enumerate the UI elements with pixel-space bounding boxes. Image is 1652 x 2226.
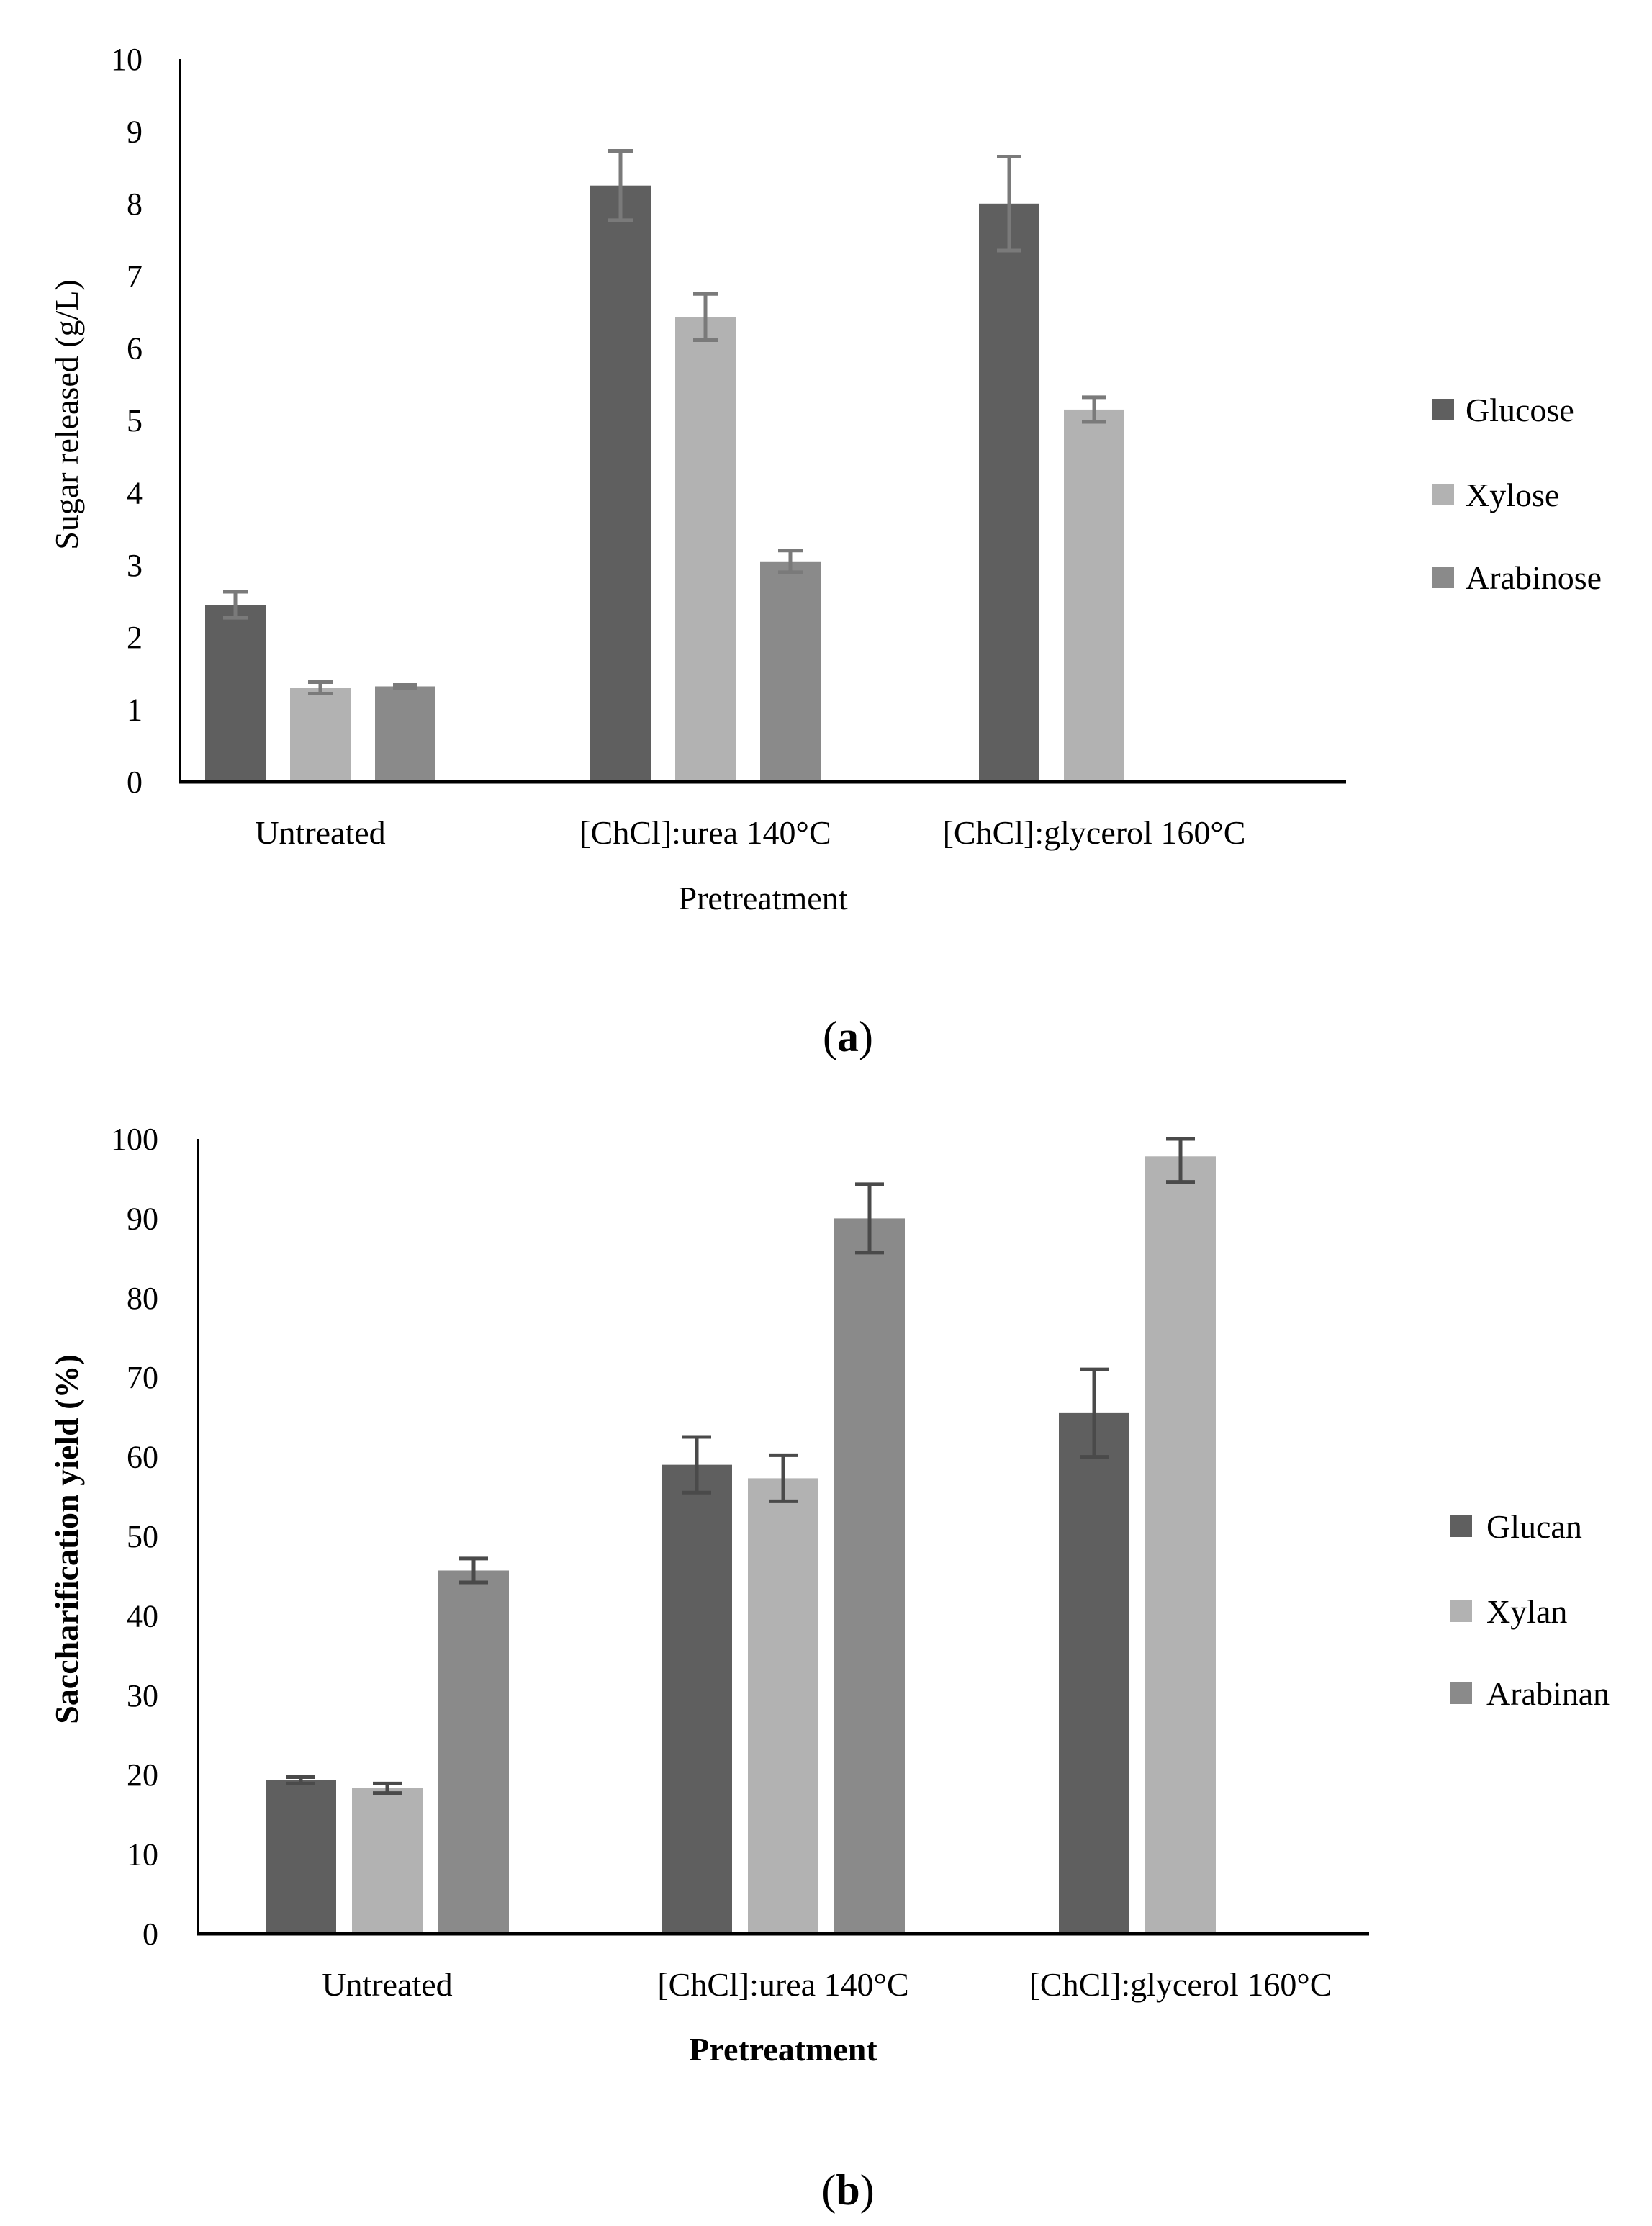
bar-a-xylose-3	[1064, 409, 1124, 782]
y-tick-label-b-20: 20	[127, 1757, 158, 1793]
error-bar-a-glucose-3	[997, 155, 1021, 253]
bar-a-glucose-3	[979, 203, 1039, 782]
chart-b-y-axis-title: Saccharification yield (%)	[48, 1354, 85, 1724]
legend-label-glucan: Glucan	[1486, 1508, 1582, 1545]
bar-a-glucose-1	[205, 605, 266, 782]
y-tick-label-b-0: 0	[143, 1916, 158, 1952]
y-tick-label-a-4: 4	[127, 475, 143, 510]
bar-a-glucose-2	[590, 185, 651, 782]
legend-label-glucose: Glucose	[1466, 392, 1574, 428]
legend-label-xylan: Xylan	[1486, 1593, 1567, 1630]
y-tick-label-b-70: 70	[127, 1360, 158, 1395]
chart-a-y-ticks: 0 1 2 3 4 5 6 7 8 9 10	[111, 42, 143, 800]
y-tick-label-a-2: 2	[127, 620, 143, 655]
y-tick-label-b-100: 100	[111, 1122, 158, 1157]
error-bar-b-arabinan-2	[855, 1182, 884, 1255]
error-bar-b-xylan-2	[769, 1453, 798, 1503]
error-bar-a-glucose-2	[608, 149, 633, 222]
chart-a-legend: Glucose Xylose Arabinose	[1432, 392, 1602, 596]
bar-b-xylan-2	[748, 1478, 818, 1934]
chart-b-legend: Glucan Xylan Arabinan	[1450, 1508, 1610, 1712]
error-bar-a-xylose-3	[1082, 395, 1106, 424]
legend-swatch-xylan	[1450, 1600, 1472, 1622]
error-bar-b-glucan-1	[286, 1775, 315, 1785]
y-tick-label-a-5: 5	[127, 403, 143, 438]
legend-label-arabinan: Arabinan	[1486, 1675, 1610, 1712]
x-category-label-a-3: [ChCl]:glycerol 160°C	[943, 814, 1246, 851]
bar-b-xylan-3	[1145, 1156, 1216, 1934]
error-bar-b-glucan-2	[682, 1435, 711, 1495]
x-category-label-b-3: [ChCl]:glycerol 160°C	[1029, 1966, 1332, 2003]
bar-a-arabinose-1	[375, 686, 435, 782]
y-tick-label-b-50: 50	[127, 1519, 158, 1554]
chart-b-panel-label: (b)	[821, 2166, 874, 2214]
legend-label-xylose: Xylose	[1466, 477, 1559, 513]
bar-b-glucan-3	[1059, 1412, 1129, 1934]
chart-a-panel-label: (a)	[823, 1013, 873, 1060]
y-tick-label-a-3: 3	[127, 548, 143, 583]
chart-b-x-axis-title: Pretreatment	[689, 2031, 877, 2068]
y-tick-label-b-60: 60	[127, 1440, 158, 1475]
bar-b-glucan-2	[662, 1464, 732, 1934]
legend-swatch-arabinan	[1450, 1682, 1472, 1704]
chart-b-x-categories: Untreated [ChCl]:urea 140°C [ChCl]:glycero…	[322, 1966, 1332, 2003]
error-bar-a-glucose-1	[223, 590, 248, 620]
y-tick-label-b-30: 30	[127, 1678, 158, 1713]
chart-a-x-axis-title: Pretreatment	[678, 880, 847, 916]
x-category-label-b-2: [ChCl]:urea 140°C	[657, 1966, 908, 2003]
legend-swatch-arabinose	[1432, 567, 1454, 588]
chart-a: 0 1 2 3 4 5 6 7 8 9 10 Untreated [ChCl]:urea 140°C […	[48, 42, 1602, 1060]
bar-a-xylose-1	[290, 688, 351, 782]
y-tick-label-a-1: 1	[127, 693, 143, 728]
bar-b-xylan-1	[352, 1788, 423, 1934]
y-tick-label-a-8: 8	[127, 186, 143, 222]
y-tick-label-a-9: 9	[127, 114, 143, 149]
legend-swatch-glucose	[1432, 399, 1454, 420]
y-tick-label-b-90: 90	[127, 1201, 158, 1236]
bar-b-arabinan-1	[438, 1570, 509, 1934]
chart-a-error-bars	[223, 149, 1106, 696]
legend-swatch-xylose	[1432, 484, 1454, 505]
chart-a-y-axis-title: Sugar released (g/L)	[48, 279, 85, 550]
y-tick-label-a-0: 0	[127, 765, 143, 800]
legend-label-arabinose: Arabinose	[1466, 559, 1602, 596]
x-category-label-b-1: Untreated	[322, 1966, 452, 2003]
y-tick-label-b-40: 40	[127, 1598, 158, 1634]
chart-b-y-ticks: 0 10 20 30 40 50 60 70 80 90 100	[111, 1122, 158, 1952]
error-bar-a-xylose-1	[308, 680, 333, 696]
x-category-label-a-1: Untreated	[255, 814, 385, 851]
error-bar-a-arabinose-2	[778, 549, 803, 574]
error-bar-b-xylan-1	[373, 1781, 402, 1795]
error-bar-b-glucan-3	[1080, 1367, 1109, 1459]
bar-a-xylose-2	[675, 317, 736, 783]
y-tick-label-b-80: 80	[127, 1281, 158, 1316]
chart-a-bars	[205, 185, 1124, 783]
chart-b: 0 10 20 30 40 50 60 70 80 90 100 Untreated [ChCl]:u…	[48, 1122, 1610, 2214]
bar-b-arabinan-2	[834, 1218, 905, 1934]
y-tick-label-a-7: 7	[127, 258, 143, 294]
error-bar-b-xylan-3	[1166, 1137, 1195, 1184]
chart-b-error-bars	[286, 1137, 1195, 1795]
y-tick-label-a-10: 10	[111, 42, 143, 77]
chart-a-x-categories: Untreated [ChCl]:urea 140°C [ChCl]:glycero…	[255, 814, 1245, 851]
error-bar-a-arabinose-1	[393, 682, 417, 690]
bar-b-glucan-1	[266, 1780, 336, 1934]
y-tick-label-b-10: 10	[127, 1837, 158, 1873]
error-bar-a-xylose-2	[693, 292, 718, 343]
bar-a-arabinose-2	[760, 561, 821, 782]
legend-swatch-glucan	[1450, 1515, 1472, 1537]
chart-b-bars	[266, 1156, 1216, 1934]
x-category-label-a-2: [ChCl]:urea 140°C	[579, 814, 831, 851]
error-bar-b-arabinan-1	[459, 1556, 488, 1585]
y-tick-label-a-6: 6	[127, 331, 143, 366]
